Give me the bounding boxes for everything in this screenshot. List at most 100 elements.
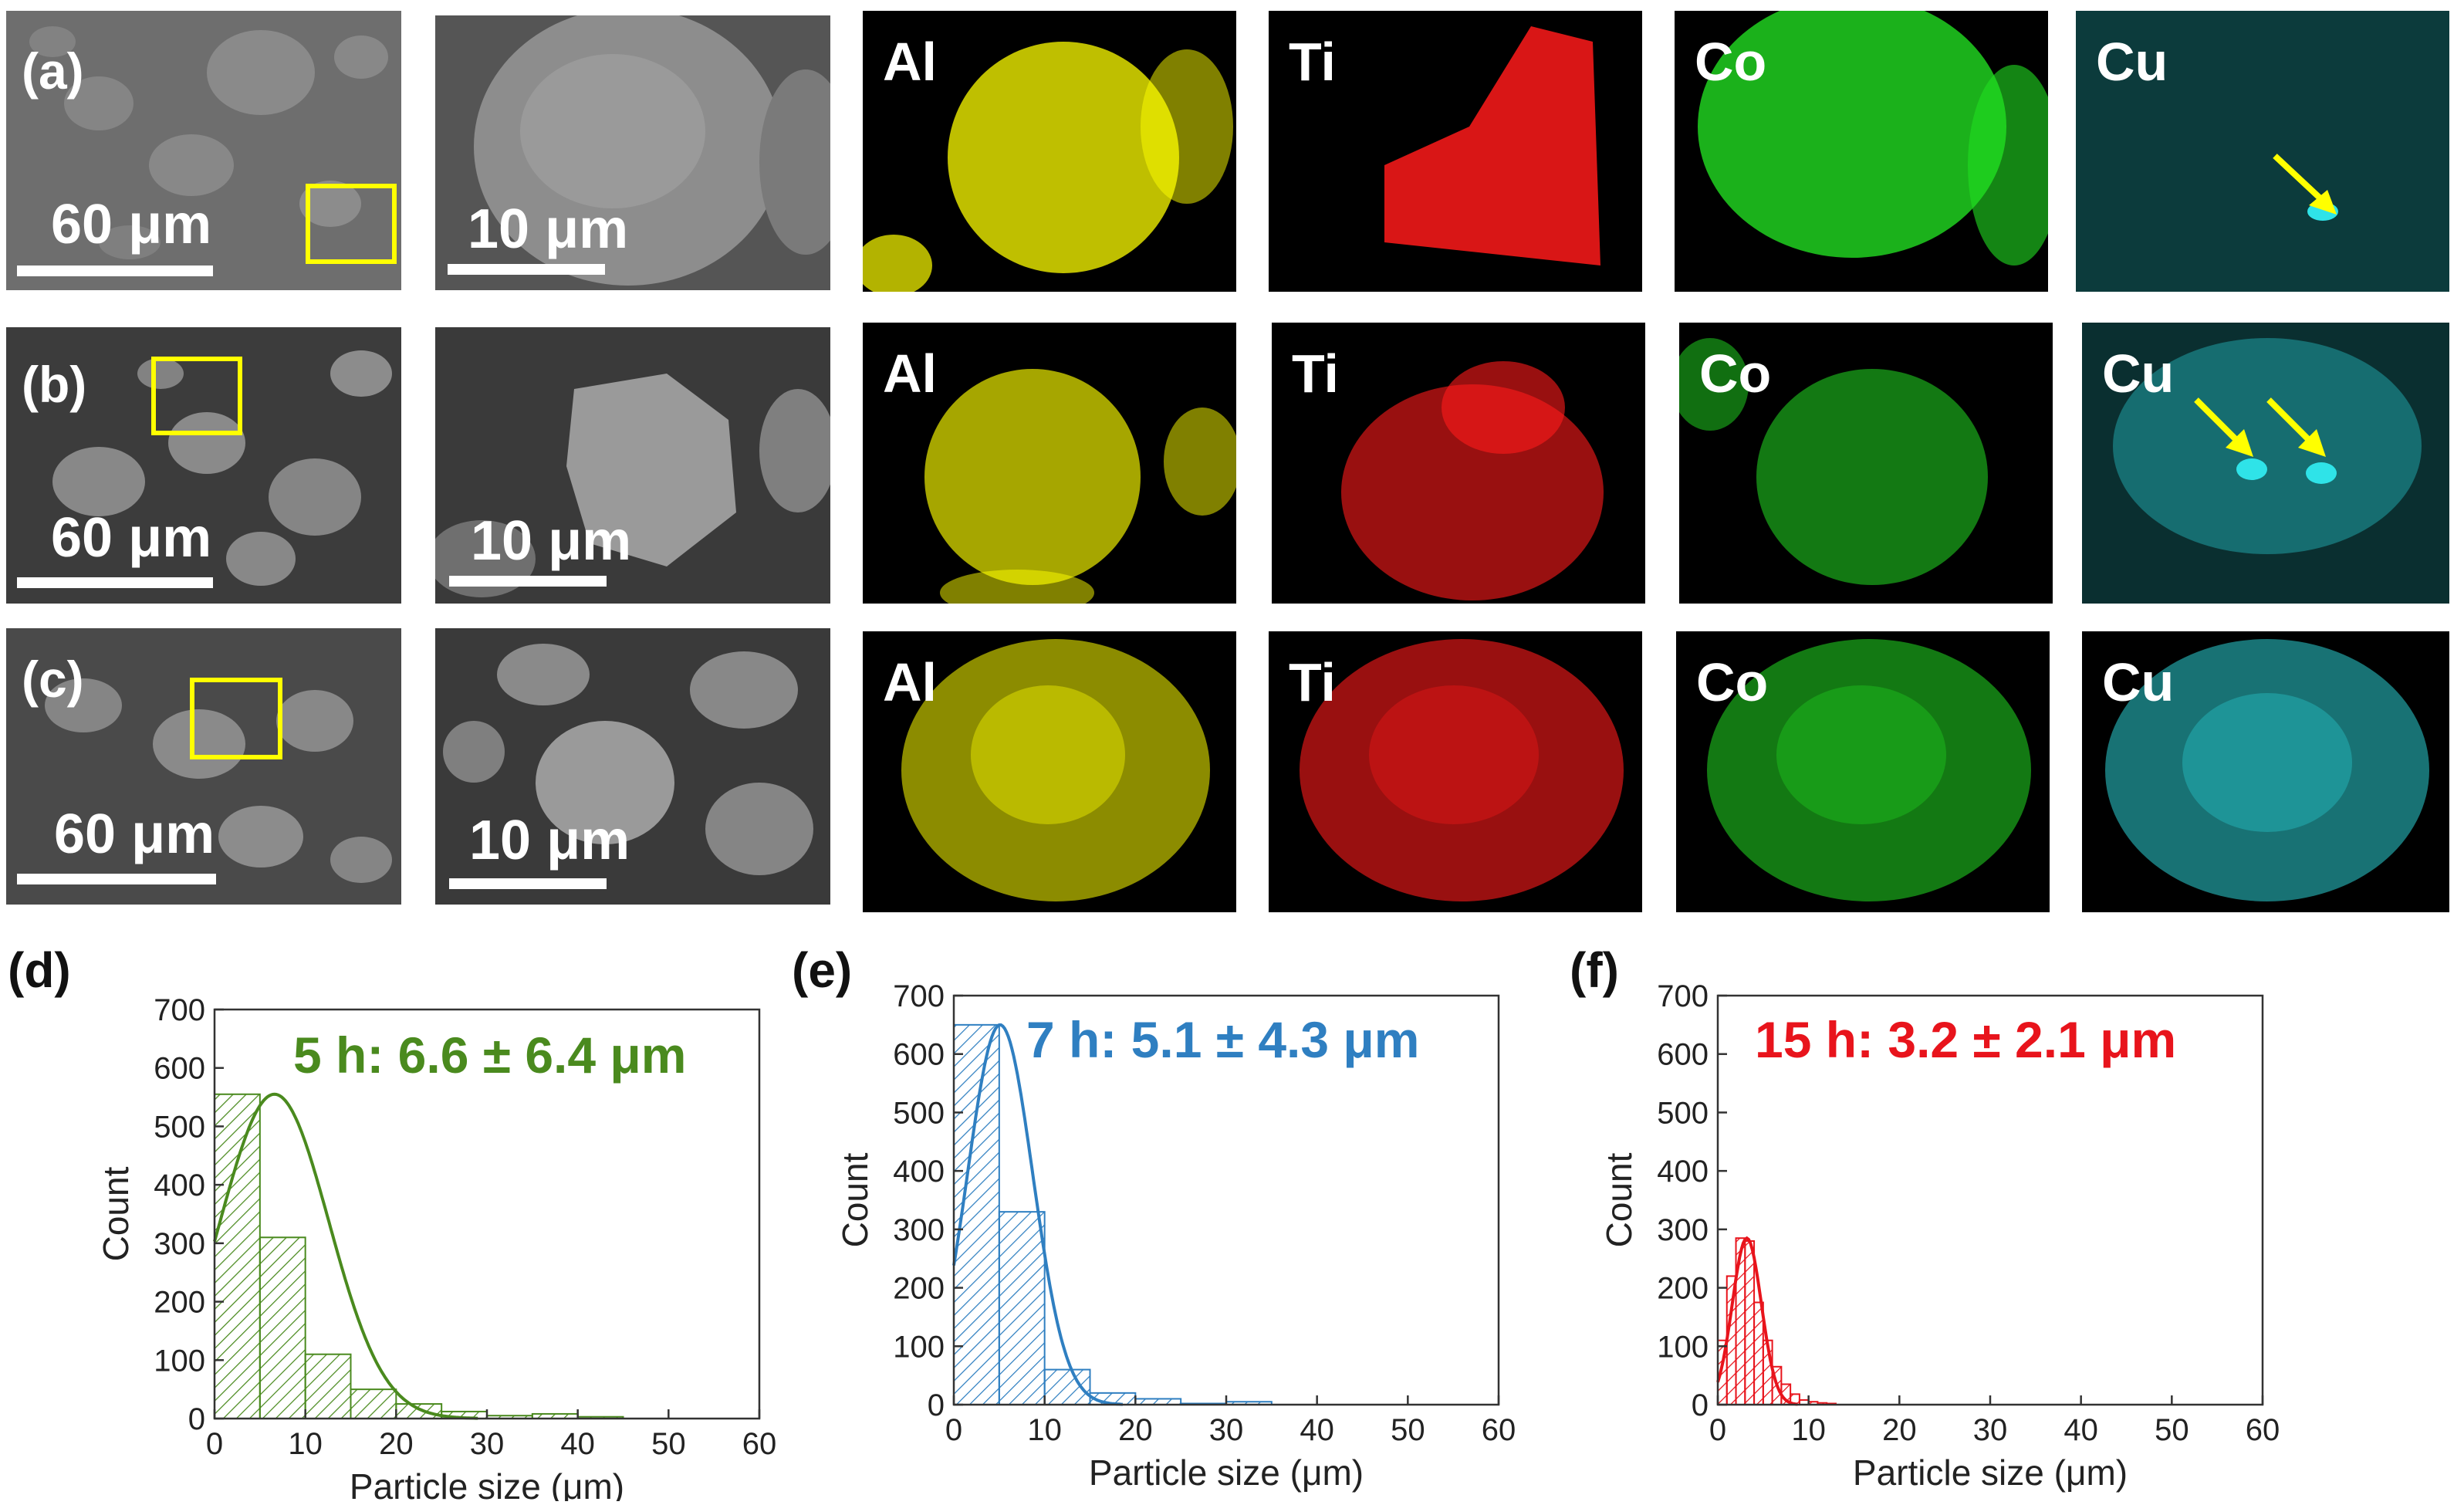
eds-map-al-b: Al <box>863 323 1236 604</box>
x-tick-label: 60 <box>1482 1413 1516 1447</box>
eds-map-ti-b: Ti <box>1272 323 1645 604</box>
y-tick-label: 700 <box>154 993 205 1027</box>
eds-texture <box>2105 639 2429 901</box>
scale-label-10: 10 μm <box>469 810 630 871</box>
eds-map-al-a: Al <box>863 11 1236 292</box>
x-tick-label: 50 <box>1391 1413 1425 1447</box>
eds-map-al-c: Al <box>863 631 1236 912</box>
y-tick-label: 400 <box>1657 1155 1709 1189</box>
y-tick-label: 500 <box>893 1096 945 1130</box>
histogram-bar <box>214 1093 261 1420</box>
y-tick-label: 100 <box>1657 1330 1709 1364</box>
eds-texture <box>1679 338 1988 585</box>
x-tick-label: 50 <box>2155 1413 2189 1447</box>
y-tick-label: 200 <box>1657 1272 1709 1306</box>
histogram-d: (d) 0 10 20 30 40 50 60 0 100 200 300 400 500 600 700 P… <box>0 934 787 1505</box>
panel-label-d: (d) <box>8 942 71 998</box>
element-label-ti: Ti <box>1289 32 1336 92</box>
sem-texture <box>435 628 830 905</box>
y-tick-label: 600 <box>893 1038 945 1072</box>
y-tick-label: 700 <box>893 979 945 1013</box>
sem-texture <box>29 26 388 259</box>
eds-texture <box>1707 639 2031 901</box>
eds-texture <box>1384 26 1600 265</box>
sem-texture <box>6 327 401 604</box>
element-label-al: Al <box>883 343 937 404</box>
x-tick-label: 0 <box>945 1413 962 1447</box>
x-tick-label: 40 <box>560 1427 595 1461</box>
fit-curve <box>1716 1236 1798 1406</box>
histogram-chart: 0 10 20 30 40 50 600100200300400500600700Parti… <box>1599 979 2280 1493</box>
x-axis-label: Particle size (μm) <box>350 1466 624 1501</box>
y-tick-label: 400 <box>154 1168 205 1202</box>
eds-map-cu-b: Cu <box>2082 323 2449 604</box>
histogram-f: (f) 0 10 20 30 40 50 60 0 100 200 300 400 500 600 700 P… <box>1559 934 2330 1501</box>
y-tick-label: 600 <box>1657 1038 1709 1072</box>
element-label-co: Co <box>1696 652 1769 712</box>
element-label-al: Al <box>883 32 937 92</box>
scale-label-60: 60 μm <box>54 803 215 865</box>
arrow-icon <box>2194 397 2253 457</box>
eds-texture <box>2076 11 2449 292</box>
sem-low-b: (b) 60 μm <box>6 327 401 604</box>
scale-label-60: 60 μm <box>51 507 212 569</box>
arrow-icon <box>2266 397 2326 457</box>
fit-curve <box>952 1023 1123 1406</box>
fit-curve <box>213 1092 478 1420</box>
histogram-chart: 0 10 20 30 40 50 600100200300400500600700Parti… <box>96 993 776 1505</box>
scale-label-10: 10 μm <box>468 198 629 260</box>
row-label-b: (b) <box>22 356 87 413</box>
y-tick-label: 500 <box>154 1110 205 1144</box>
element-label-cu: Cu <box>2102 343 2175 404</box>
x-tick-label: 30 <box>1973 1413 2008 1447</box>
x-tick-label: 20 <box>1118 1413 1153 1447</box>
x-tick-label: 20 <box>379 1427 414 1461</box>
x-tick-label: 30 <box>1209 1413 1244 1447</box>
x-tick-label: 0 <box>206 1427 223 1461</box>
x-tick-label: 20 <box>1882 1413 1917 1447</box>
eds-map-ti-a: Ti <box>1269 11 1642 292</box>
histogram-bar <box>395 1403 443 1419</box>
histogram-bar <box>1753 1301 1764 1405</box>
element-label-co: Co <box>1699 343 1772 404</box>
element-label-al: Al <box>883 652 937 712</box>
x-tick-label: 10 <box>1791 1413 1826 1447</box>
eds-map-co-a: Co <box>1675 11 2048 292</box>
sem-high-c: 10 μm <box>435 628 830 905</box>
element-label-ti: Ti <box>1289 652 1336 712</box>
y-tick-label: 100 <box>154 1344 205 1378</box>
row-label-c: (c) <box>22 651 84 708</box>
scale-bar <box>449 878 607 889</box>
y-tick-label: 300 <box>893 1213 945 1247</box>
x-axis-label: Particle size (μm) <box>1853 1453 2128 1493</box>
y-tick-label: 500 <box>1657 1096 1709 1130</box>
scale-bar <box>448 264 605 275</box>
y-tick-label: 700 <box>1657 979 1709 1013</box>
y-axis-label: Count <box>96 1166 136 1261</box>
eds-map-co-b: Co <box>1679 323 2053 604</box>
sem-texture <box>6 628 401 905</box>
scale-label-60: 60 μm <box>51 194 212 255</box>
x-tick-label: 0 <box>1709 1413 1726 1447</box>
y-tick-label: 200 <box>154 1286 205 1320</box>
y-axis-label: Count <box>1599 1152 1639 1247</box>
y-tick-label: 200 <box>893 1272 945 1306</box>
x-tick-label: 10 <box>1027 1413 1062 1447</box>
series-annotation: 7 h: 5.1 ± 4.3 μm <box>1026 1011 1419 1068</box>
scale-bar <box>449 576 607 587</box>
series-annotation: 5 h: 6.6 ± 6.4 μm <box>293 1026 686 1084</box>
y-tick-label: 600 <box>154 1052 205 1086</box>
x-tick-label: 60 <box>2246 1413 2280 1447</box>
x-tick-label: 40 <box>2063 1413 2098 1447</box>
eds-texture <box>2082 323 2449 604</box>
eds-map-co-c: Co <box>1676 631 2050 912</box>
y-tick-label: 300 <box>154 1227 205 1261</box>
sem-low-a: (a) 60 μm <box>6 11 401 290</box>
eds-map-ti-c: Ti <box>1269 631 1642 912</box>
element-label-cu: Cu <box>2102 652 2175 712</box>
scale-bar <box>17 577 213 588</box>
eds-texture <box>863 42 1233 292</box>
histogram-e: (e) 0 10 20 30 40 50 60 0 100 200 300 400 500 600 700 P… <box>772 934 1559 1501</box>
histogram-bar <box>1744 1240 1756 1405</box>
y-tick-label: 0 <box>928 1388 945 1422</box>
